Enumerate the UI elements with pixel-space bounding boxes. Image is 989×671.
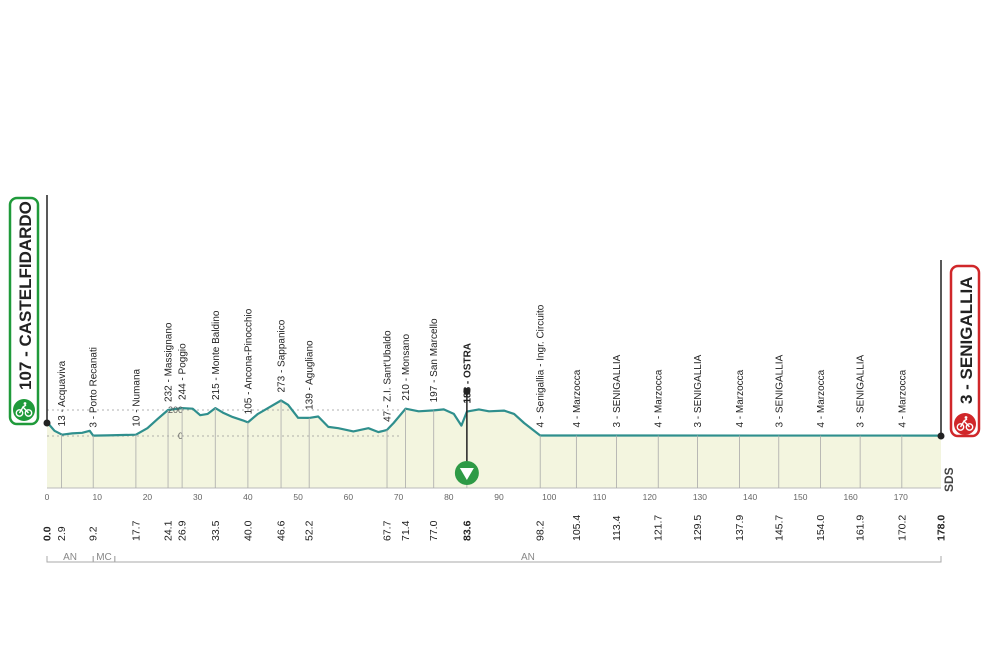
place-label: 232 - Massignano <box>164 322 175 402</box>
km-label: 17.7 <box>130 520 142 541</box>
place-label: 47 - Z.I. Sant'Ubaldo <box>383 330 394 422</box>
km-label: 26.9 <box>177 520 189 541</box>
km-label: 67.7 <box>382 520 394 541</box>
place-label: 4 - Marzocca <box>897 369 908 427</box>
place-label: 273 - Sappanico <box>277 319 288 392</box>
place-label: 13 - Acquaviva <box>57 360 68 426</box>
km-label: 170.2 <box>896 515 908 541</box>
place-label: 4 - Marzocca <box>816 369 827 427</box>
km-label: 40.0 <box>242 520 254 541</box>
place-label: 105 - Ancona-Pinocchio <box>243 308 254 414</box>
x-tick-label: 130 <box>693 492 707 502</box>
x-tick-label: 150 <box>793 492 807 502</box>
km-label: 145.7 <box>773 515 785 541</box>
y-tick-label: 0 <box>178 431 183 441</box>
km-label: 129.5 <box>692 515 704 541</box>
km-label: 9.2 <box>88 526 100 541</box>
place-label: 3 - SENIGALLIA <box>774 354 785 427</box>
km-label: 24.1 <box>163 520 175 541</box>
km-label: 77.0 <box>428 520 440 541</box>
km-label: 121.7 <box>653 515 665 541</box>
km-label: 83.6 <box>461 520 473 541</box>
x-tick-label: 30 <box>193 492 203 502</box>
km-label: 154.0 <box>815 515 827 541</box>
km-label: 2.9 <box>56 526 68 541</box>
place-label: 3 - SENIGALLIA <box>693 354 704 427</box>
x-tick-label: 120 <box>643 492 657 502</box>
place-label: 215 - Monte Baldino <box>211 310 222 400</box>
km-label: 71.4 <box>400 520 412 541</box>
km-label: 98.2 <box>535 520 547 541</box>
x-tick-label: 0 <box>45 492 50 502</box>
cyclist-finish-icon <box>954 413 976 435</box>
place-label: 10 - Numana <box>131 368 142 426</box>
place-label: 197 - San Marcello <box>429 318 440 402</box>
place-label: 210 - Monsano <box>401 334 412 401</box>
place-label: 4 - Marzocca <box>735 369 746 427</box>
start-marker: 107 - CASTELFIDARDO <box>8 195 51 427</box>
x-tick-label: 160 <box>844 492 858 502</box>
place-label: 4 - Marzocca <box>654 369 665 427</box>
x-tick-label: 60 <box>344 492 354 502</box>
km-label: 113.4 <box>611 515 623 541</box>
down-triangle-icon <box>454 461 479 485</box>
place-label: 3 - SENIGALLIA <box>856 354 867 427</box>
finish-label: 3 - SENIGALLIA <box>957 276 976 404</box>
place-label: 139 - Agugliano <box>305 340 316 410</box>
province-label: AN <box>521 552 535 563</box>
province-label: AN <box>63 552 77 563</box>
y-tick-label: 200 <box>168 405 183 415</box>
place-label: 244 - Poggio <box>178 343 189 400</box>
km-label: 0.0 <box>42 526 54 541</box>
km-label: 33.5 <box>210 520 222 541</box>
place-label: 4 - Marzocca <box>572 369 583 427</box>
x-tick-label: 40 <box>243 492 253 502</box>
x-tick-label: 70 <box>394 492 404 502</box>
place-label: 3 - SENIGALLIA <box>612 354 623 427</box>
side-mark: SDS <box>942 467 956 492</box>
km-label: 161.9 <box>855 515 867 541</box>
x-tick-label: 100 <box>542 492 556 502</box>
start-label-box <box>8 196 40 426</box>
km-label: 105.4 <box>571 515 583 541</box>
x-tick-label: 20 <box>143 492 153 502</box>
ostra-marker <box>454 388 479 485</box>
place-label: 188 - OSTRA <box>462 343 473 404</box>
province-bracket <box>114 556 942 563</box>
x-tick-label: 90 <box>494 492 504 502</box>
km-label: 46.6 <box>276 520 288 541</box>
finish-label-box <box>949 264 981 438</box>
x-tick-label: 140 <box>743 492 757 502</box>
place-label: 3 - Porto Recanati <box>89 347 100 428</box>
x-tick-label: 170 <box>894 492 908 502</box>
start-label: 107 - CASTELFIDARDO <box>16 201 35 390</box>
province-label: MC <box>96 552 112 563</box>
x-tick-label: 110 <box>593 492 607 502</box>
x-tick-label: 50 <box>293 492 303 502</box>
km-label: 178.0 <box>936 515 948 541</box>
finish-marker: 3 - SENIGALLIA <box>937 260 981 440</box>
km-label: 52.2 <box>304 520 316 541</box>
x-tick-label: 80 <box>444 492 454 502</box>
cyclist-start-icon <box>13 399 35 421</box>
km-label: 137.9 <box>734 515 746 541</box>
place-label: 4 - Senigallia - Ingr. Circuito <box>536 304 547 427</box>
profile-area <box>47 400 941 488</box>
x-tick-label: 10 <box>92 492 102 502</box>
